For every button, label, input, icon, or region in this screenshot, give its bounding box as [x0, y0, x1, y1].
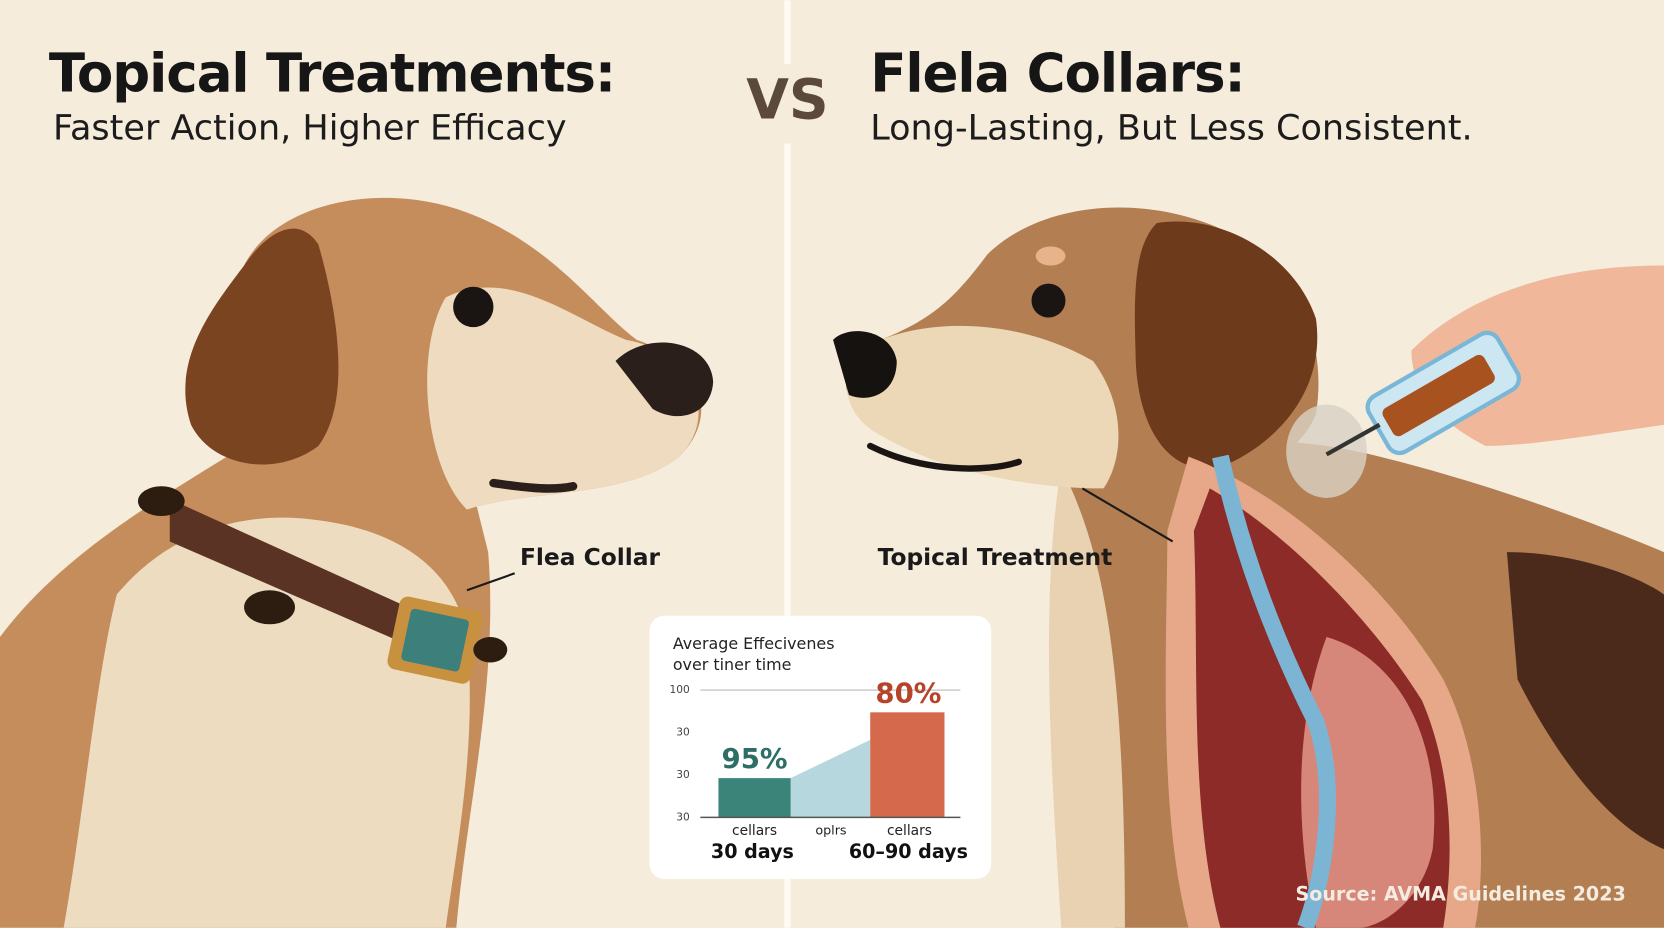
dog-eye — [453, 286, 494, 328]
vs-label: VS — [746, 68, 828, 132]
dog-ear — [185, 228, 339, 465]
anatomy-spine — [1212, 454, 1336, 928]
axis-label: 30 — [676, 810, 690, 823]
period-label: 30 days — [711, 840, 794, 863]
inset-title: over tiner time — [673, 655, 792, 674]
dog-muzzle — [427, 287, 699, 510]
dog-patch — [1506, 552, 1664, 850]
dog-nose — [833, 331, 897, 398]
left-title: Topical Treatments: — [49, 42, 615, 104]
dog-mouth — [489, 478, 578, 493]
flea — [473, 636, 508, 663]
x-label: oplrs — [815, 824, 846, 839]
period-label: 60–90 days — [849, 840, 968, 863]
dog-eye — [1031, 283, 1066, 318]
callout-line — [1081, 487, 1174, 543]
collar — [169, 499, 414, 648]
right-callout: Topical Treatment — [878, 543, 1113, 571]
x-label: cellars — [887, 823, 932, 839]
anatomy-muscle — [1301, 636, 1435, 928]
axis-label: 30 — [676, 768, 690, 781]
bar — [718, 778, 791, 818]
right-subtitle: Long-Lasting, But Less Consistent. — [870, 108, 1472, 149]
callout-line — [466, 572, 516, 592]
dog-nose — [615, 342, 714, 417]
x-label: cellars — [732, 823, 777, 839]
left-callout: Flea Collar — [520, 543, 660, 571]
source-note: Source: AVMA Guidelines 2023 — [1295, 882, 1625, 905]
dog-ear — [1134, 221, 1318, 469]
bar-label: 80% — [875, 676, 941, 709]
flea — [137, 486, 185, 516]
inset-title: Average Effecivenes — [673, 634, 835, 653]
bar-label: 95% — [722, 742, 788, 775]
dog-muzzle — [846, 325, 1119, 489]
collar-tag-inner — [401, 608, 469, 672]
divider — [784, 143, 791, 928]
inset-card: Average Effecivenes over tiner time 100 … — [649, 615, 992, 879]
flea — [244, 590, 296, 625]
divider — [784, 0, 791, 64]
application-spot — [1286, 404, 1367, 498]
axis-label: 100 — [670, 683, 691, 696]
left-dog — [0, 197, 714, 928]
applicator-tip — [1325, 422, 1381, 457]
right-title: Flela Collars: — [870, 42, 1244, 104]
trend-area — [790, 739, 871, 818]
applicator-liquid — [1382, 354, 1495, 437]
left-subtitle: Faster Action, Higher Efficacy — [53, 108, 567, 149]
dog-mouth — [867, 442, 1022, 472]
right-dog — [833, 207, 1664, 928]
dog-neck — [1048, 467, 1125, 928]
dog-spot — [1035, 246, 1066, 266]
bar — [870, 712, 945, 818]
axis-label: 30 — [676, 725, 690, 738]
